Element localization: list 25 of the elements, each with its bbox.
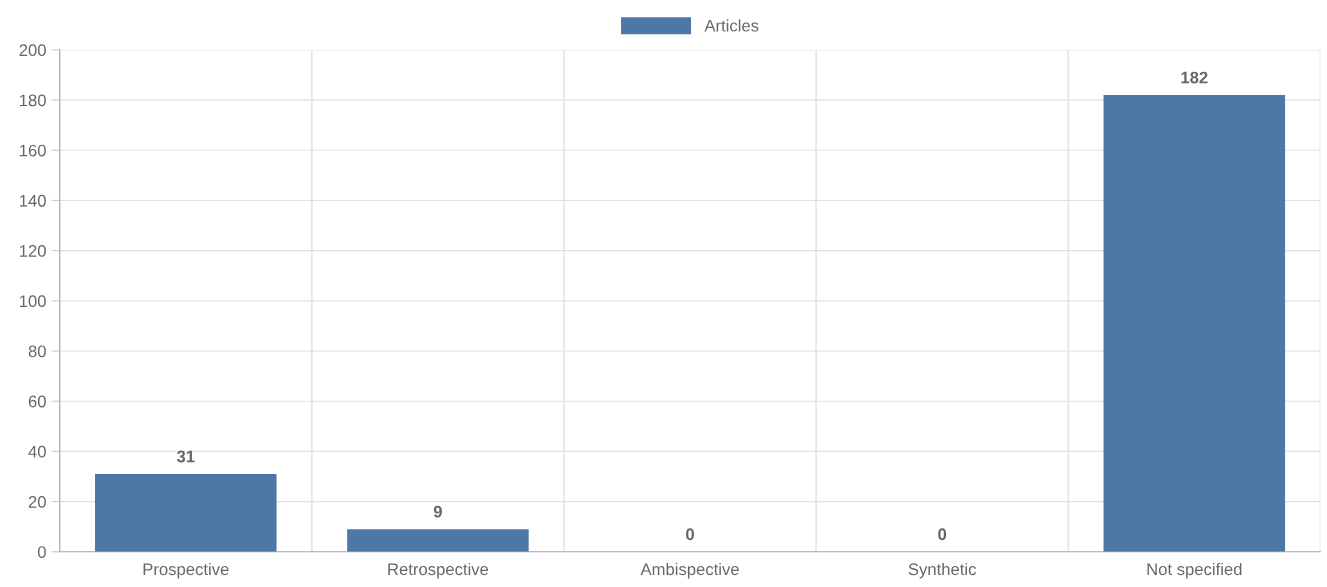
- x-tick-label: Ambispective: [640, 562, 739, 579]
- y-tick-label: 140: [19, 194, 46, 207]
- y-tick-label: 160: [19, 144, 46, 157]
- y-tick-label: 120: [19, 245, 46, 257]
- bar: [1103, 95, 1286, 552]
- x-tick-label: Retrospective: [388, 562, 489, 579]
- data-label: 9: [433, 505, 442, 518]
- y-tick-label: 0: [37, 546, 46, 558]
- data-label: 0: [938, 528, 947, 541]
- x-tick-label: Prospective: [143, 562, 229, 579]
- x-tick-label: Not specified: [1147, 562, 1242, 579]
- bar: [95, 473, 277, 552]
- y-tick-label: 20: [28, 495, 46, 508]
- y-tick-label: 60: [28, 395, 46, 408]
- y-tick-label: 180: [19, 94, 46, 107]
- y-tick-label: 100: [19, 295, 46, 308]
- y-tick-label: 200: [19, 44, 46, 57]
- bar: [347, 529, 529, 552]
- y-tick-label: 80: [28, 345, 46, 358]
- y-tick-label: 40: [28, 445, 46, 458]
- data-label: 31: [176, 450, 195, 463]
- data-label: 0: [686, 528, 694, 541]
- x-tick-label: Synthetic: [908, 562, 977, 579]
- data-label: 182: [1181, 71, 1208, 84]
- legend-label: Articles: [704, 19, 759, 32]
